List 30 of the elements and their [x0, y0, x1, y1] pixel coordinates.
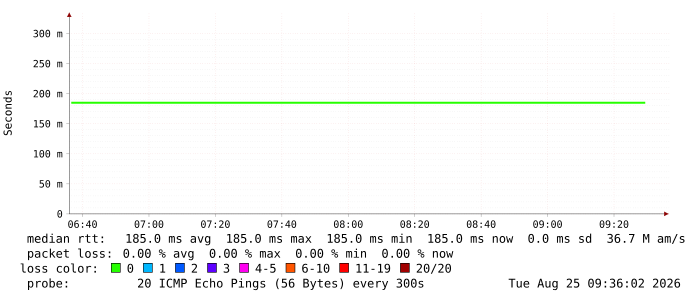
- x-tick-label: 08:20: [400, 220, 430, 228]
- x-tick-label: 07:20: [201, 220, 230, 228]
- text: packet loss: 0.00 % avg 0.00 % max 0.00 % min 0.00 % now: [28, 248, 454, 260]
- legend-label: 2: [192, 263, 198, 272]
- y-tick-label: 50 m: [40, 180, 62, 188]
- y-tick-label: 300 m: [33, 30, 62, 38]
- text: median rtt: 185.0 ms avg 185.0 ms max 185.0 ms min 185.0 ms now 0.0 ms sd 36.7 M am/s: [28, 233, 685, 246]
- x-tick-label: 09:20: [600, 220, 628, 228]
- y-tick-label: 150 m: [34, 120, 62, 128]
- legend-title: loss color:: [20, 263, 96, 273]
- legend-label: 20/20: [416, 263, 452, 274]
- y-tick-label: 100 m: [34, 150, 62, 158]
- legend-label: 1: [160, 264, 166, 272]
- y-tick-label: 200 m: [34, 90, 62, 98]
- x-tick-label: 06:40: [68, 220, 97, 228]
- y-tick-label: 250 m: [34, 60, 62, 68]
- y-tick-label: 0: [57, 210, 62, 218]
- legend-label: 3: [224, 263, 230, 273]
- x-tick-label: 07:00: [134, 220, 164, 228]
- legend-label: 0: [128, 263, 134, 273]
- y-axis-title: Seconds: [3, 90, 12, 135]
- legend-label: 4-5: [256, 264, 276, 273]
- x-tick-label: 07:40: [268, 220, 296, 228]
- x-tick-label: 09:00: [533, 220, 562, 228]
- x-tick-label: 08:00: [334, 220, 363, 228]
- legend-label: 6-10: [302, 263, 330, 273]
- text: Tue Aug 25 09:36:02 2026: [508, 278, 680, 290]
- text: probe: 20 ICMP Echo Pings (56 Bytes) every 300s: [28, 278, 424, 290]
- x-tick-label: 08:40: [466, 220, 496, 228]
- legend-label: 11-19: [356, 263, 390, 273]
